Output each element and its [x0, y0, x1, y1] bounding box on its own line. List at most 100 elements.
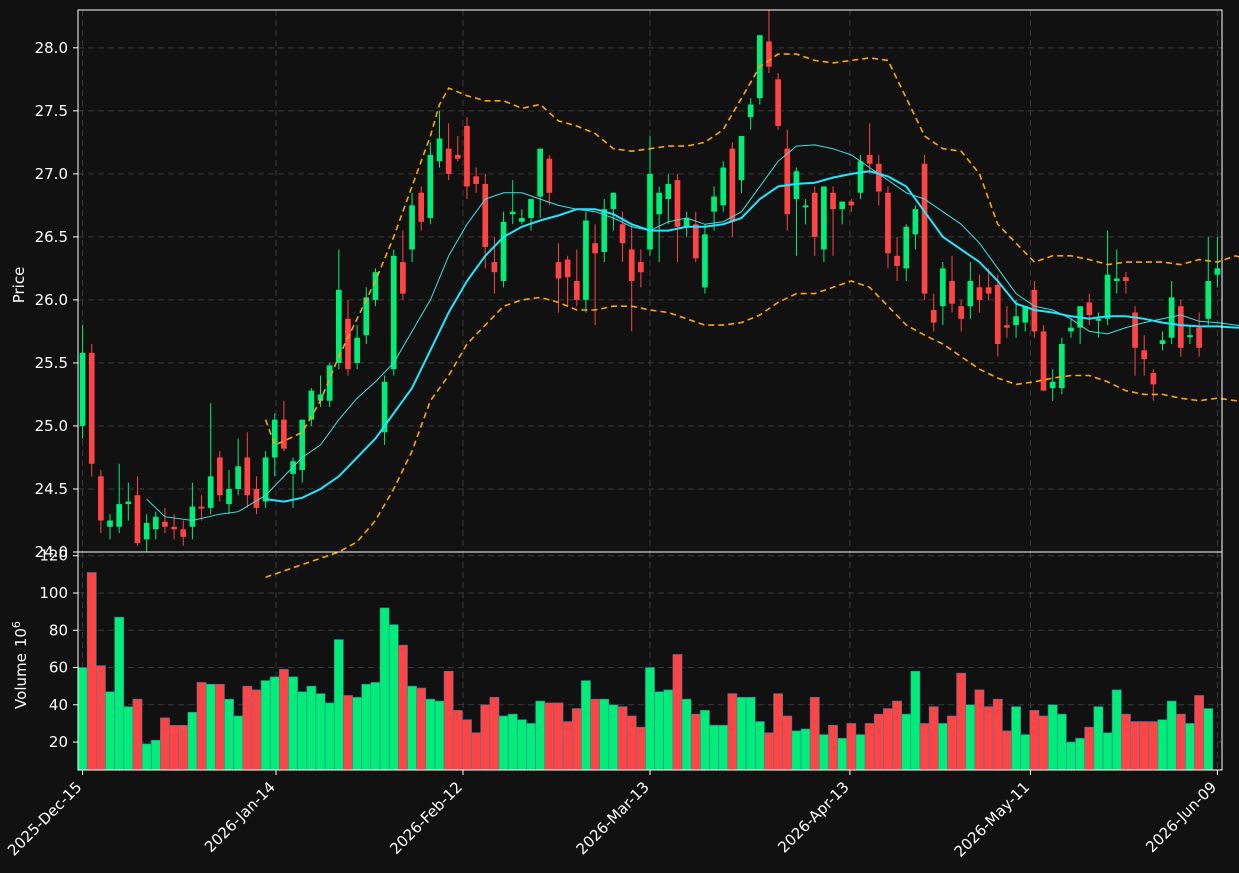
volume-bar	[736, 697, 747, 771]
volume-bar	[480, 704, 491, 771]
candle-down	[253, 488, 260, 508]
volume-bar	[370, 682, 381, 771]
volume-bar	[1148, 721, 1159, 771]
candle-down	[1123, 277, 1129, 281]
candle-down	[921, 163, 928, 294]
volume-bar	[727, 693, 738, 771]
volume-bar	[516, 719, 527, 771]
candle-down	[482, 183, 489, 247]
candle-down	[811, 192, 818, 237]
volume-tick-label: 80	[49, 621, 68, 639]
volume-bar	[928, 706, 939, 771]
volume-bar	[1175, 713, 1186, 771]
candle-up	[1059, 344, 1065, 389]
candle-down	[491, 262, 498, 273]
candle-up	[940, 268, 946, 307]
volume-bar	[901, 713, 912, 771]
candle-up	[1013, 316, 1019, 326]
candle-down	[619, 224, 626, 244]
volume-bar	[965, 704, 976, 771]
volume-bar	[873, 713, 884, 771]
volume-bars	[77, 572, 1214, 771]
candle-up	[1159, 340, 1166, 345]
price-tick-label: 27.0	[35, 165, 68, 183]
volume-bar	[553, 702, 564, 771]
moving-average-slow-line	[265, 170, 1239, 503]
candle-up	[317, 394, 324, 401]
volume-bar	[123, 706, 134, 771]
candle-down	[784, 148, 791, 215]
candle-down	[729, 148, 736, 222]
volume-tick-label: 100	[39, 584, 68, 602]
volume-bar	[443, 670, 454, 771]
volume-bar	[1102, 732, 1113, 771]
volume-bar	[96, 665, 106, 771]
volume-bar	[645, 667, 655, 771]
volume-bar	[178, 724, 189, 771]
candle-down	[88, 352, 95, 464]
price-tick-label: 28.0	[35, 39, 68, 57]
volume-bar	[425, 698, 436, 771]
volume-bar	[983, 706, 994, 771]
volume-bar	[214, 683, 225, 771]
candle-down	[546, 158, 553, 193]
volume-bar	[590, 698, 600, 771]
candle-up	[519, 217, 525, 222]
volume-bar	[992, 698, 1003, 771]
price-tick-label: 24.5	[35, 480, 68, 498]
volume-bar	[196, 682, 207, 771]
candle-down	[473, 176, 479, 184]
volume-bar	[526, 723, 536, 771]
candle-down	[400, 262, 406, 294]
volume-bar	[297, 691, 308, 771]
candle-down	[994, 284, 1001, 345]
candle-down	[628, 249, 635, 281]
candle-up	[226, 488, 232, 505]
volume-bar	[1203, 708, 1214, 771]
candle-down	[345, 318, 351, 370]
candle-up	[583, 220, 589, 300]
candle-up	[793, 171, 800, 200]
volume-bar	[251, 689, 262, 771]
volume-bar	[288, 676, 298, 771]
candle-down	[134, 495, 141, 544]
volume-bar	[626, 715, 637, 771]
candle-up	[1113, 278, 1120, 281]
price-tick-label: 24.0	[35, 543, 68, 561]
volume-bar	[1111, 689, 1122, 771]
candle-down	[848, 201, 855, 206]
candle-up	[610, 192, 617, 210]
volume-bar	[974, 689, 985, 771]
candle-up	[116, 504, 123, 527]
volume-bar	[352, 697, 363, 771]
candle-up	[821, 186, 827, 250]
volume-bar	[1185, 723, 1195, 771]
volume-bar	[1038, 715, 1049, 771]
candle-down	[949, 281, 955, 304]
candle-down	[1177, 306, 1184, 348]
volume-bar	[1020, 734, 1031, 771]
volume-bar	[187, 711, 198, 771]
candle-up	[747, 104, 754, 118]
volume-bar	[169, 724, 179, 771]
candle-up	[1168, 297, 1175, 338]
volume-bar	[828, 724, 838, 771]
volume-axis-title-text: Volume	[12, 653, 30, 709]
volume-bar	[471, 732, 481, 771]
volume-tick-label: 40	[49, 696, 68, 714]
volume-bar	[379, 607, 390, 771]
candle-down	[281, 419, 287, 449]
volume-bar	[1121, 713, 1131, 771]
candle-down	[418, 192, 425, 222]
candle-up	[1068, 327, 1074, 332]
price-tick-label: 25.0	[35, 417, 68, 435]
candle-down	[244, 457, 251, 496]
volume-bar	[919, 723, 930, 771]
volume-bar	[324, 702, 335, 771]
candle-down	[1150, 373, 1157, 385]
volume-bar	[279, 669, 289, 771]
bollinger-lower-line	[265, 280, 1239, 578]
volume-tick-label: 120	[39, 547, 68, 565]
candle-up	[390, 255, 397, 370]
candle-down	[830, 192, 836, 210]
